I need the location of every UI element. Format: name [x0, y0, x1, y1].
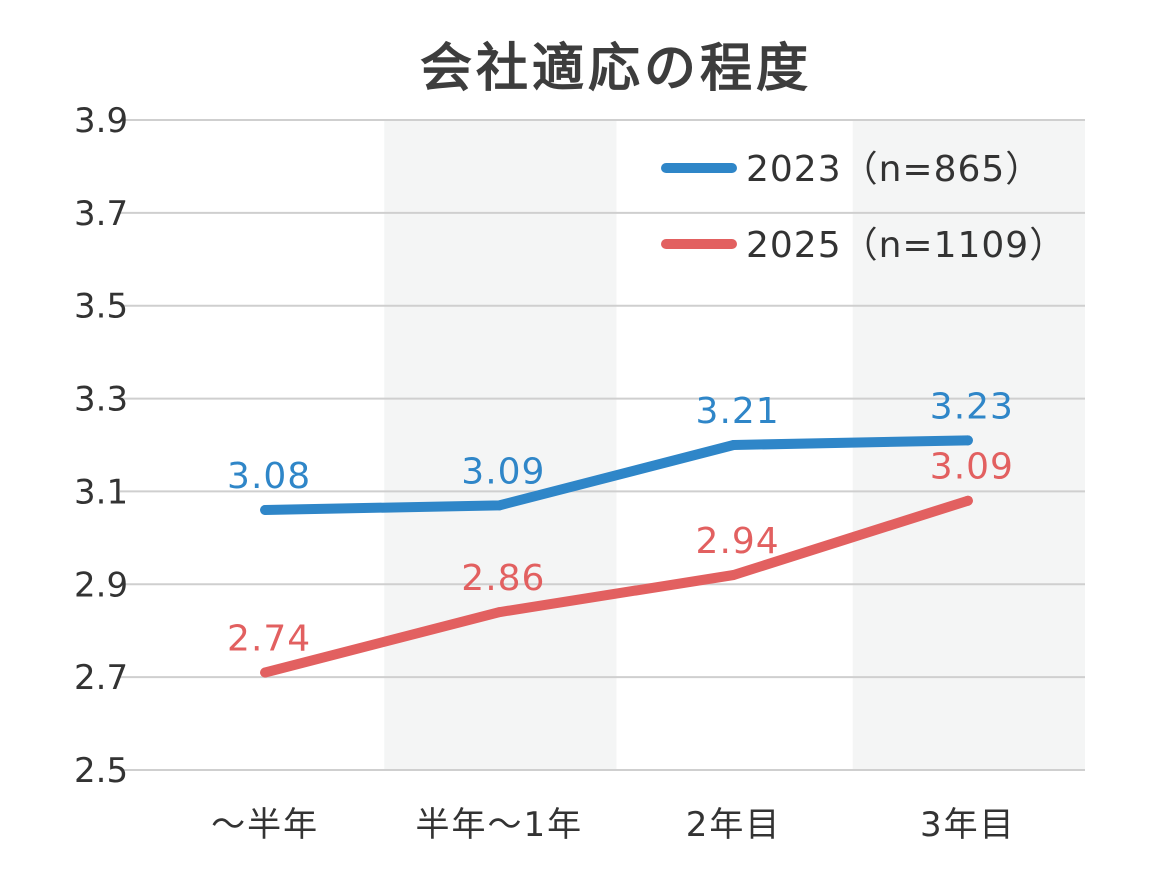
y-tick-label: 2.7 — [74, 658, 128, 698]
y-tick-label: 3.1 — [74, 472, 128, 512]
data-point — [728, 440, 739, 450]
x-axis-ticks: 〜半年 半年〜1年 2年目 3年目 — [211, 805, 1016, 845]
chart-title: 会社適応の程度 — [420, 39, 812, 99]
data-point — [494, 500, 505, 511]
data-label: 3.23 — [930, 386, 1014, 427]
data-labels: 3.08 3.09 3.21 3.23 2.74 2.86 2.94 3.09 — [227, 386, 1014, 660]
x-tick-label: 半年〜1年 — [416, 805, 584, 845]
y-tick-label: 2.5 — [74, 751, 128, 791]
x-tick-label: 〜半年 — [211, 805, 319, 845]
data-label: 2.94 — [696, 521, 780, 562]
data-point — [962, 435, 973, 446]
legend-label: 2023（n=865） — [746, 149, 1042, 190]
data-point — [728, 570, 739, 580]
series-line-1 — [260, 435, 973, 515]
data-label: 3.09 — [461, 451, 545, 492]
data-label: 2.86 — [461, 558, 545, 599]
data-label: 3.08 — [227, 456, 311, 497]
data-label: 2.74 — [227, 619, 311, 660]
y-tick-label: 3.5 — [74, 287, 128, 327]
gridlines — [120, 119, 1085, 771]
y-tick-label: 3.3 — [74, 380, 128, 420]
x-tick-label: 2年目 — [686, 805, 782, 845]
data-point — [494, 607, 505, 618]
category-band — [384, 120, 617, 770]
x-tick-label: 3年目 — [920, 805, 1016, 845]
y-tick-label: 3.7 — [74, 194, 128, 234]
data-label: 3.21 — [696, 391, 780, 432]
data-point — [962, 495, 973, 506]
y-tick-label: 3.9 — [74, 101, 128, 141]
y-tick-label: 2.9 — [74, 565, 128, 605]
legend-label: 2025（n=1109） — [746, 225, 1066, 266]
data-point — [260, 505, 271, 515]
legend: 2023（n=865） 2025（n=1109） — [661, 149, 1066, 266]
series-line-2 — [260, 495, 973, 678]
data-point — [260, 667, 271, 678]
data-label: 3.09 — [930, 447, 1014, 488]
series-lines — [260, 435, 973, 678]
y-axis-ticks: 3.9 3.7 3.5 3.3 3.1 2.9 2.7 2.5 — [74, 101, 128, 791]
